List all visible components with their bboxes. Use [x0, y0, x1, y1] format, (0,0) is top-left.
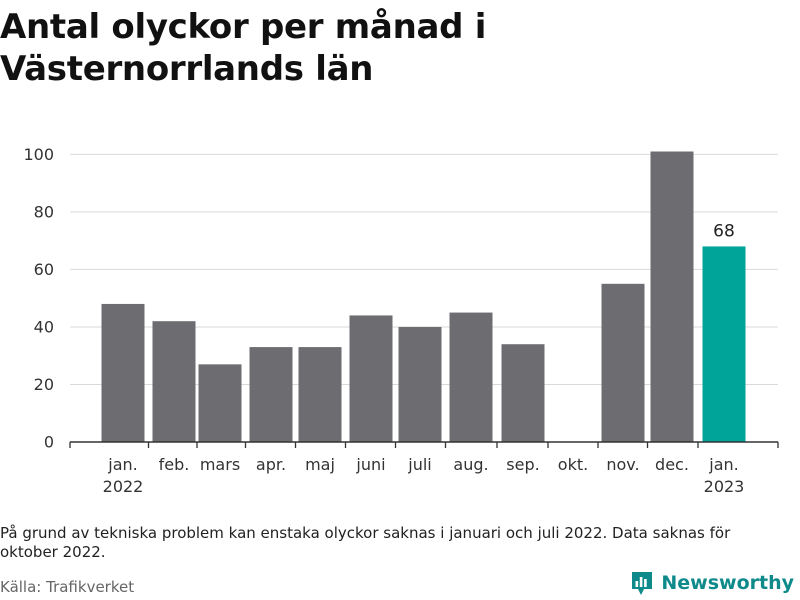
bar — [152, 321, 196, 442]
source-text: Källa: Trafikverket — [0, 578, 135, 596]
x-tick-label: juni — [355, 455, 385, 474]
data-label: 68 — [713, 221, 735, 241]
x-tick-label: juli — [407, 455, 431, 474]
x-tick-label: okt. — [558, 455, 588, 474]
bar — [298, 347, 342, 442]
x-tick-label: dec. — [655, 455, 689, 474]
y-tick-label: 0 — [44, 433, 54, 452]
bar — [501, 344, 545, 442]
x-tick-label: apr. — [256, 455, 286, 474]
y-tick-label: 80 — [34, 202, 54, 221]
bar — [398, 326, 442, 442]
chart-title: Antal olyckor per månad i Västernorrland… — [0, 7, 487, 89]
y-tick-label: 20 — [34, 375, 54, 394]
newsworthy-logo: Newsworthy — [630, 570, 794, 596]
bar-chart-logo-icon — [632, 572, 653, 595]
data-labels: 68 — [713, 221, 735, 241]
x-axis: jan. 2022 feb. mars apr. maj juni juli aug. sep. o… — [69, 441, 779, 496]
x-tick-label: maj — [305, 455, 335, 474]
x-tick-label: feb. — [159, 455, 190, 474]
footnote: På grund av tekniska problem kan enstaka… — [0, 524, 731, 561]
y-tick-label: 100 — [23, 145, 54, 164]
x-tick-label: 2022 — [103, 477, 144, 496]
x-tick-label: jan. — [107, 455, 137, 474]
bar — [198, 364, 242, 442]
y-tick-label: 60 — [34, 260, 54, 279]
bar — [249, 347, 293, 442]
x-tick-label: sep. — [506, 455, 539, 474]
bar — [449, 312, 493, 442]
x-tick-label: 2023 — [704, 477, 745, 496]
y-axis-ticks: 0 20 40 60 80 100 — [23, 145, 54, 452]
x-tick-label: nov. — [606, 455, 639, 474]
bars — [101, 151, 746, 442]
x-tick-label: jan. — [708, 455, 738, 474]
bar — [650, 151, 694, 442]
brand-name: Newsworthy — [661, 572, 794, 594]
bar — [702, 246, 746, 442]
x-tick-label: aug. — [453, 455, 488, 474]
bar-chart: 0 20 40 60 80 100 jan. 2022 feb. mars apr. maj juni… — [23, 145, 779, 496]
bar — [601, 283, 645, 442]
bar — [349, 315, 393, 442]
y-tick-label: 40 — [34, 317, 54, 336]
x-tick-label: mars — [200, 455, 240, 474]
bar — [101, 303, 145, 442]
